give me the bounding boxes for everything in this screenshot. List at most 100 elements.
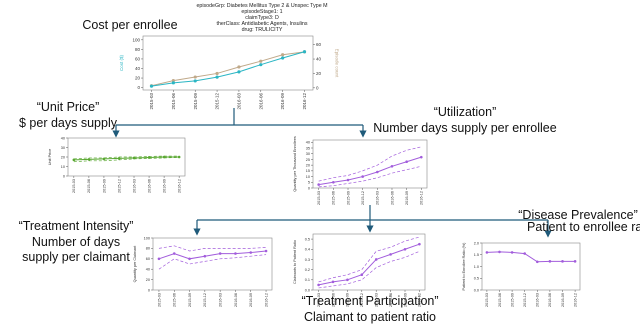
point xyxy=(405,160,408,164)
point xyxy=(376,170,379,174)
y2-axis-label: Episode count xyxy=(335,49,340,78)
y-tick-label: 0.2 xyxy=(305,268,310,272)
y2-tick-label: 60 xyxy=(316,42,322,47)
plot-area xyxy=(312,139,428,189)
y-tick-label: 80 xyxy=(135,47,141,52)
y-tick-label: 2.0 xyxy=(474,241,479,245)
x-tick-label: 2015-03 xyxy=(317,293,321,307)
point xyxy=(420,155,423,159)
y-tick-label: 10 xyxy=(61,165,65,169)
point xyxy=(346,178,350,182)
y-axis-label: Patient to Enrollee Ratio (%) xyxy=(462,242,466,291)
series-line xyxy=(158,250,267,260)
x-tick-label: 2016-06 xyxy=(258,93,263,110)
point xyxy=(157,257,161,261)
x-tick-label: 2016-09 xyxy=(280,93,285,110)
x-tick-label: 2015-06 xyxy=(173,293,177,307)
point xyxy=(418,242,421,246)
annotation: Claimant to patient ratio xyxy=(304,310,436,324)
x-tick-label: 2015-09 xyxy=(193,93,198,110)
x-tick-label: 2015-03 xyxy=(149,93,154,110)
annotation: “Unit Price” xyxy=(37,100,100,114)
point xyxy=(259,59,263,63)
y-tick-label: 30 xyxy=(61,146,65,150)
y-tick-label: 0.5 xyxy=(474,277,479,281)
x-tick-label: 2016-06 xyxy=(147,179,151,193)
y-tick-label: 1.5 xyxy=(474,253,479,257)
chart: 0.0 0.5 1.0 1.5 2.0 2015-03 2015-06 2015-09 2015… xyxy=(462,241,581,307)
x-tick-label: 2015-09 xyxy=(510,293,514,307)
x-tick-label: 2015-03 xyxy=(157,293,161,307)
y-tick-label: 40 xyxy=(135,66,141,71)
x-tick-label: 2015-09 xyxy=(188,293,192,307)
x-tick-label: 2016-09 xyxy=(561,293,565,307)
connector xyxy=(116,108,363,126)
x-tick-label: 2015-09 xyxy=(102,179,106,193)
x-tick-label: 2016-06 xyxy=(389,293,393,307)
point xyxy=(573,260,577,263)
point xyxy=(485,251,489,254)
point xyxy=(317,183,321,186)
point xyxy=(374,258,378,261)
point xyxy=(193,75,197,79)
annotation: “Utilization” xyxy=(434,105,497,119)
point xyxy=(390,164,394,168)
y-tick-label: 0 xyxy=(63,174,65,178)
x-tick-label: 2015-09 xyxy=(346,293,350,307)
x-tick-label: 2016-06 xyxy=(234,293,238,307)
y-tick-label: 40 xyxy=(306,141,310,145)
point xyxy=(188,257,191,261)
y-axis-label: Unit Price xyxy=(48,149,52,165)
x-tick-label: 2015-09 xyxy=(346,191,350,205)
chart-header: claimType3: D xyxy=(245,15,279,21)
x-tick-label: 2015-12 xyxy=(203,293,207,307)
x-tick-label: 2015-06 xyxy=(87,179,91,193)
series-line xyxy=(318,243,420,286)
chart: 0 20 40 60 80 100 0 20 40 60 2015-03 2015-06 2015-09… xyxy=(82,3,339,110)
y-tick-label: 5 xyxy=(308,181,310,185)
x-tick-label: 2016-06 xyxy=(390,191,394,205)
y-axis-label: Claimants to Patient Ratio xyxy=(293,240,297,284)
y-tick-label: 40 xyxy=(61,136,65,140)
y-tick-label: 0.5 xyxy=(305,237,310,241)
point xyxy=(389,253,392,256)
y-tick-label: 35 xyxy=(306,146,310,150)
x-tick-label: 2016-09 xyxy=(249,293,253,307)
point xyxy=(171,81,175,85)
chart-header: episodeStage1: 1 xyxy=(241,9,282,15)
point xyxy=(548,260,552,263)
y-tick-label: 0.0 xyxy=(474,288,479,292)
y-tick-label: 40 xyxy=(146,268,150,272)
point xyxy=(332,180,335,184)
x-tick-label: 2015-03 xyxy=(72,179,76,193)
x-tick-label: 2016-06 xyxy=(548,293,552,307)
x-tick-label: 2015-06 xyxy=(331,293,335,307)
chart-header: drug: TRULICITY xyxy=(242,27,283,33)
series-line xyxy=(73,157,180,163)
point xyxy=(561,260,564,263)
point xyxy=(259,63,263,67)
point xyxy=(171,79,175,83)
point xyxy=(281,56,285,60)
y-axis-label: Quantity per Claimant xyxy=(133,245,137,283)
x-tick-label: 2016-03 xyxy=(132,179,136,193)
x-tick-label: 2016-03 xyxy=(237,93,242,110)
annotation: “Treatment Intensity” xyxy=(19,219,134,233)
x-tick-label: 2016-12 xyxy=(302,93,307,110)
annotation: supply per claimant xyxy=(22,250,130,264)
point xyxy=(536,260,539,264)
chart: 0.0 0.1 0.2 0.3 0.4 0.5 2015-03 2015-06 2015-09 2… xyxy=(293,233,426,307)
point xyxy=(172,252,176,255)
series-line xyxy=(158,254,267,270)
annotation: “Treatment Participation” xyxy=(301,294,438,308)
x-tick-label: 2016-09 xyxy=(405,191,409,205)
point xyxy=(72,158,76,162)
series-line xyxy=(151,51,305,87)
series-line xyxy=(318,250,420,289)
y-tick-label: 10 xyxy=(306,175,310,179)
y-tick-label: 20 xyxy=(61,155,65,159)
series-line xyxy=(158,245,267,252)
connectors xyxy=(112,108,552,238)
annotation: $ per days supply xyxy=(19,116,118,130)
